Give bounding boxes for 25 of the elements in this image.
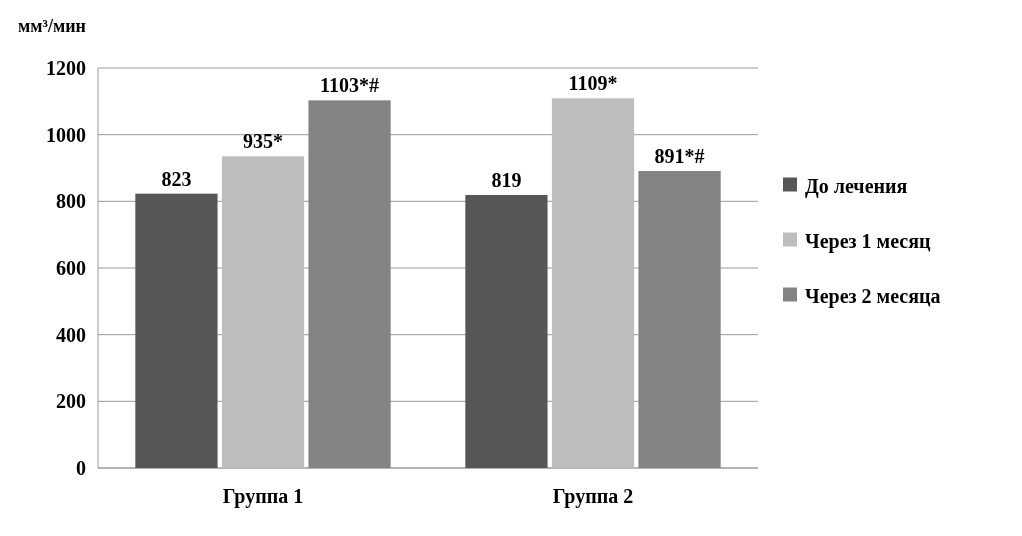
y-axis-title: мм³/мин <box>18 16 86 36</box>
bar <box>135 193 218 468</box>
bar <box>465 195 548 468</box>
data-label: 819 <box>491 169 522 191</box>
y-tick-label: 400 <box>56 323 86 346</box>
y-tick-label: 800 <box>56 190 86 213</box>
data-label: 1103*# <box>320 74 380 97</box>
y-tick-label: 1000 <box>46 123 86 146</box>
legend-label: Через 2 месяца <box>805 284 941 308</box>
data-label: 823 <box>161 167 192 190</box>
x-tick-label: Группа 1 <box>222 485 304 508</box>
x-tick-label: Группа 2 <box>552 485 634 508</box>
data-label: 891*# <box>654 145 705 167</box>
legend-label: Через 1 месяц <box>805 229 932 253</box>
bar <box>551 98 635 468</box>
y-tick-label: 200 <box>56 390 86 413</box>
y-tick-label: 0 <box>76 457 86 479</box>
data-label: 935* <box>243 130 283 153</box>
y-tick-label: 600 <box>56 257 86 279</box>
bar <box>221 156 305 468</box>
legend-label: До лечения <box>805 174 908 198</box>
bar <box>638 171 721 468</box>
bar <box>308 100 391 468</box>
y-tick-label: 1200 <box>46 57 86 79</box>
data-label: 1109* <box>568 72 618 95</box>
